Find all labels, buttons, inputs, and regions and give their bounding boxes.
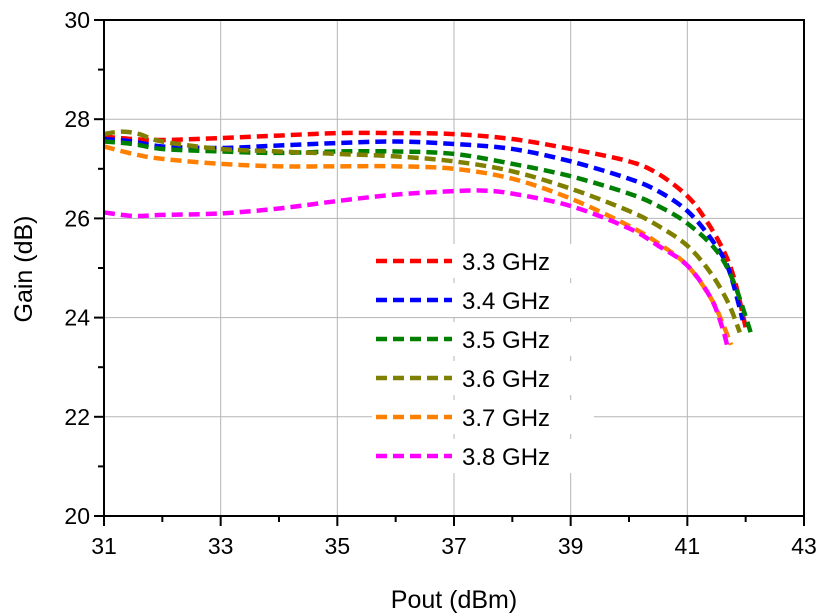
x-tick-label: 35 xyxy=(325,533,351,559)
series-line-4 xyxy=(103,129,742,334)
legend-entry-bg xyxy=(372,361,594,395)
x-tick-label: 39 xyxy=(558,533,584,559)
y-tick-label: 20 xyxy=(64,503,90,529)
legend-label: 3.7 GHz xyxy=(462,405,550,432)
legend: 3.3 GHz 3.4 GHz 3.5 GHz 3.6 GHz 3.7 GHz 3.8 G… xyxy=(372,244,594,473)
series-line-5 xyxy=(103,144,734,346)
y-tick-label: 24 xyxy=(64,305,90,331)
y-axis-title: Gain (dB) xyxy=(10,216,38,323)
x-tick-label: 41 xyxy=(675,533,701,559)
series-lines xyxy=(103,129,754,351)
y-tick-label: 30 xyxy=(64,7,90,33)
series-line-1 xyxy=(103,130,748,329)
legend-entry-bg xyxy=(372,244,594,278)
legend-label: 3.5 GHz xyxy=(462,327,550,354)
legend-label: 3.3 GHz xyxy=(462,249,550,276)
x-tick-label: 33 xyxy=(208,533,234,559)
x-tick-label: 31 xyxy=(91,533,117,559)
y-tick-label: 22 xyxy=(64,404,90,430)
y-tick-label: 26 xyxy=(64,205,90,231)
legend-label: 3.6 GHz xyxy=(462,366,550,393)
series-line-6 xyxy=(103,188,731,351)
legend-entry-bg xyxy=(372,283,594,317)
axis-ticks: 31 33 35 37 39 41 43 20 22 24 26 28 30 xyxy=(64,7,816,559)
legend-entry-bg xyxy=(372,439,594,473)
series-line-3 xyxy=(103,139,754,336)
legend-label: 3.4 GHz xyxy=(462,288,550,315)
x-axis-title: Pout (dBm) xyxy=(391,586,517,614)
y-tick-label: 28 xyxy=(64,106,90,132)
legend-entry-bg xyxy=(372,400,594,434)
x-tick-label: 37 xyxy=(441,533,467,559)
x-tick-label: 43 xyxy=(791,533,817,559)
legend-label: 3.8 GHz xyxy=(462,444,550,471)
legend-entry-bg xyxy=(372,322,594,356)
